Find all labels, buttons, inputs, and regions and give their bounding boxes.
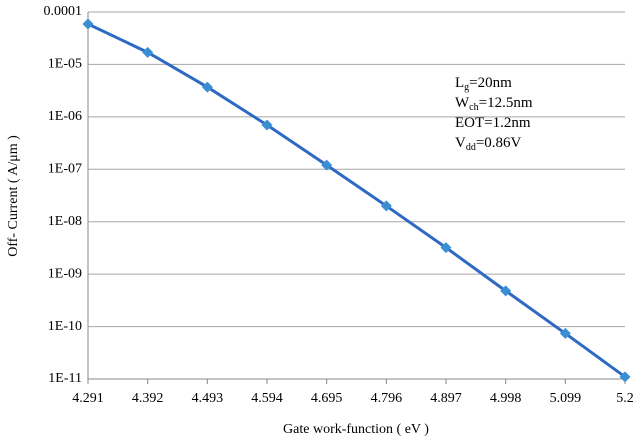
annotation: Vdd=0.86V [455, 135, 522, 153]
y-tick-label: 1E-06 [48, 109, 82, 124]
x-tick-label: 4.695 [311, 391, 343, 406]
annotation: Lg=20nm [455, 75, 512, 93]
annotation: Wch=12.5nm [455, 95, 533, 113]
annotation-part: =0.86V [476, 135, 522, 151]
annotation: EOT=1.2nm [455, 115, 531, 131]
x-tick-label: 4.392 [132, 391, 164, 406]
x-tick-label: 4.493 [192, 391, 224, 406]
y-tick-label: 1E-07 [48, 162, 82, 177]
series-line [87, 22, 626, 379]
y-tick-label: 1E-08 [48, 214, 82, 229]
annotation-part: ch [469, 102, 478, 113]
y-axis-title: Off- Current ( A/μm ) [6, 135, 21, 257]
x-tick-label: 4.897 [430, 391, 462, 406]
annotation-part: =20nm [469, 75, 512, 91]
x-tick-label: 5.2 [616, 391, 634, 406]
point-marker [559, 327, 571, 339]
point-marker [261, 119, 273, 131]
point-marker [619, 371, 631, 383]
point-marker [321, 159, 333, 171]
point-marker [380, 200, 392, 212]
annotation-part: L [455, 75, 464, 91]
x-axis-title: Gate work-function ( eV ) [283, 422, 429, 437]
point-marker [82, 18, 94, 30]
x-tick-label: 4.291 [72, 391, 104, 406]
annotation-part: dd [466, 142, 476, 153]
y-tick-label: 1E-11 [48, 371, 82, 386]
x-tick-label: 4.796 [371, 391, 403, 406]
point-marker [201, 81, 213, 93]
annotation-part: W [455, 95, 470, 111]
x-tick-label: 4.594 [251, 391, 283, 406]
y-tick-label: 1E-10 [48, 319, 82, 334]
annotation-part: =12.5nm [479, 95, 533, 111]
x-tick-label: 5.099 [550, 391, 582, 406]
annotation-part: g [464, 82, 469, 93]
point-marker [440, 242, 452, 254]
annotation-part: V [455, 135, 466, 151]
annotation-part: EOT=1.2nm [455, 115, 531, 131]
x-tick-label: 4.998 [490, 391, 522, 406]
y-tick-label: 0.0001 [44, 4, 83, 19]
point-marker [142, 46, 154, 58]
y-tick-label: 1E-05 [48, 57, 82, 72]
y-tick-label: 1E-09 [48, 266, 82, 281]
point-marker [500, 285, 512, 297]
